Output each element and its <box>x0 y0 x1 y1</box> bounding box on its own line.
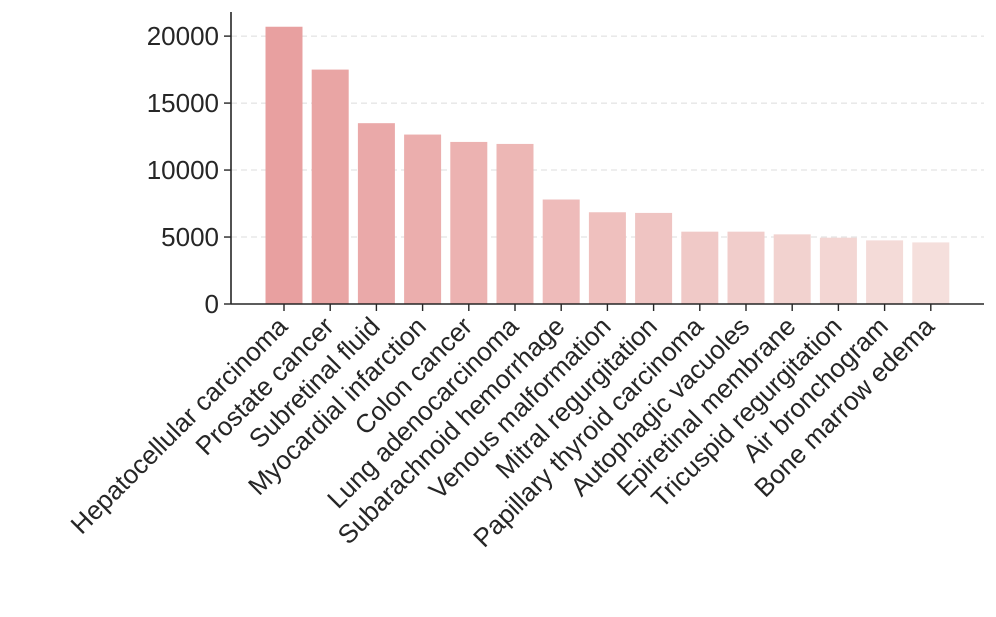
bar <box>819 237 857 304</box>
y-tick-label: 10000 <box>147 155 219 185</box>
bar <box>727 231 765 304</box>
bar <box>635 212 673 304</box>
y-tick-label: 0 <box>205 289 219 319</box>
bar <box>681 231 719 304</box>
y-ticks: 0 5000 10000 15000 20000 <box>147 21 231 319</box>
y-tick-label: 20000 <box>147 21 219 51</box>
bar <box>404 134 442 304</box>
bar <box>773 234 811 304</box>
bar <box>265 26 303 304</box>
bar <box>311 69 349 304</box>
bar <box>496 143 534 304</box>
bar <box>357 123 395 304</box>
bar <box>866 240 904 304</box>
grid-lines <box>231 35 984 238</box>
bar <box>450 141 488 304</box>
bars <box>265 26 950 304</box>
y-tick-label: 5000 <box>161 222 219 252</box>
y-tick-label: 15000 <box>147 88 219 118</box>
bar <box>542 199 580 304</box>
bar <box>912 242 950 304</box>
bar <box>588 212 626 304</box>
